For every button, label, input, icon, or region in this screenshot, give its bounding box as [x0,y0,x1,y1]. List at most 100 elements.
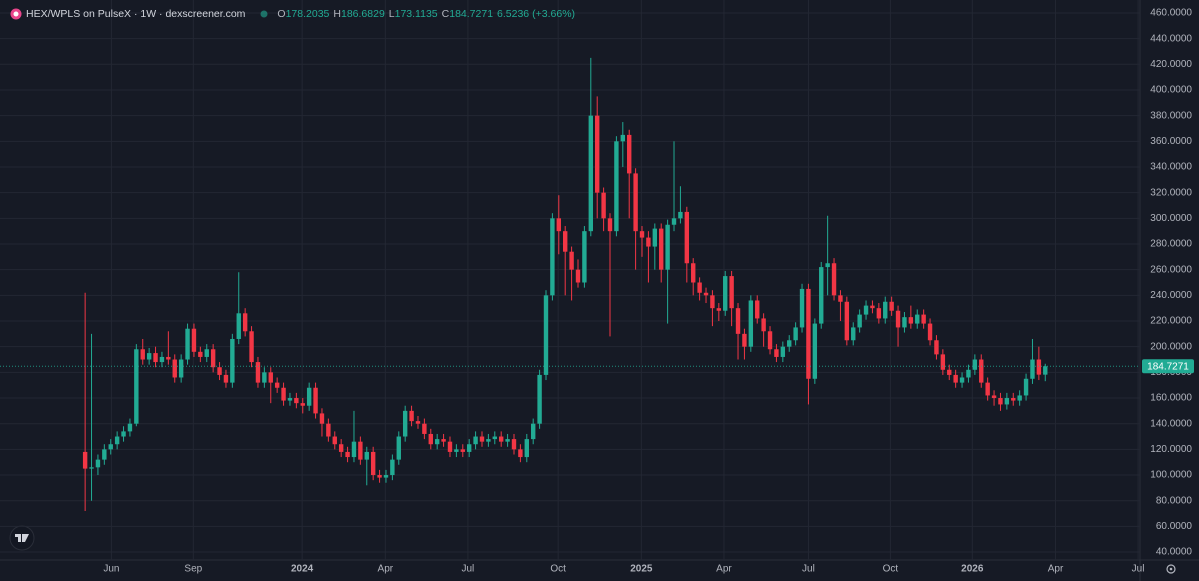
candle-body [255,362,261,383]
candle-body [947,369,952,375]
candle-body [434,439,440,445]
candle-body [204,349,209,357]
high-value: 186.6829 [340,8,385,20]
candle-body [95,459,101,468]
candle-body [338,444,344,452]
candle-body [627,134,632,174]
candle-body [230,338,235,383]
candle-body [415,421,421,424]
change-percent: (+3.66%) [532,8,576,20]
candle-body [1043,366,1048,375]
settings-icon[interactable] [1166,564,1176,574]
candle-body [588,115,594,232]
candle-body [620,134,626,142]
candle-body [652,228,658,247]
candle-body [262,372,267,383]
candle-body [1030,359,1035,379]
candle-body [345,451,350,458]
candle-body [966,369,971,378]
candle-body [390,459,395,476]
y-tick-label: 40.0000 [1156,547,1193,558]
x-tick-label: Apr [1048,564,1064,575]
candle-body [953,374,958,383]
candle-body [505,439,510,442]
candle-body [140,349,145,360]
candle-body [959,377,965,383]
candle-body [735,308,741,334]
tv-logo[interactable] [9,525,35,551]
candle-body [473,436,478,445]
candle-body [934,340,939,355]
candle-body [134,349,139,424]
candle-body [518,449,523,458]
candle-body [998,398,1003,405]
candle-body [358,441,363,460]
candle-body [716,308,722,311]
candle-body [1036,359,1042,375]
candle-body [422,423,427,434]
candle-body [562,231,568,252]
y-tick-label: 400.0000 [1150,85,1192,96]
x-tick-label: Jun [103,564,119,575]
candle-body [268,372,273,383]
candle-body [889,301,894,311]
candle-body [972,359,978,370]
candle-body [870,305,875,309]
y-tick-label: 260.0000 [1150,264,1192,275]
candle-body [294,398,299,404]
candle-body [659,228,664,270]
candle-body [787,340,792,347]
candle-body [466,444,472,452]
legend-header: HEX/WPLS on PulseX · 1W · dexscreener.co… [10,8,575,20]
gear-center [1169,567,1173,571]
candle-body [185,328,190,360]
y-tick-label: 420.0000 [1150,59,1192,70]
candle-body [383,475,389,478]
candle-body [684,211,690,264]
candle-body [985,382,990,396]
candle-body [569,251,574,270]
candle-body [902,317,907,328]
candle-body [89,467,94,469]
candle-body [402,410,408,437]
candle-body [191,328,197,352]
low-label: L [388,8,395,20]
pair-icon [10,8,22,20]
candle-body [915,314,920,324]
candle-body [703,292,709,296]
candle-body [287,398,293,401]
candle-body [454,449,459,452]
candle-body [313,387,318,414]
candle-body [748,300,754,347]
candle-body [761,318,766,332]
y-tick-label: 120.0000 [1150,444,1192,455]
candle-body [236,313,241,339]
candle-body [249,331,254,363]
candle-body [883,301,888,319]
candle-body [1017,395,1022,401]
candle-body [601,192,606,219]
candle-body [82,451,88,469]
candle-body [300,403,305,406]
candle-body [639,231,645,238]
gear[interactable] [1166,564,1176,574]
candle-body [242,313,248,332]
candle-body [844,301,850,341]
candle-body [671,218,677,225]
candle-body [524,439,529,458]
candle-body [486,439,491,442]
y-tick-label: 320.0000 [1150,187,1192,198]
x-tick-label: Apr [716,564,732,575]
candle-body [441,439,446,442]
candle-body [921,314,926,324]
y-tick-label: 380.0000 [1150,110,1192,121]
y-tick-label: 300.0000 [1150,213,1192,224]
candle-body [780,346,786,357]
candle-body [793,327,798,341]
candle-body [812,323,818,379]
y-tick-label: 220.0000 [1150,316,1192,327]
candle-body [281,387,286,401]
candle-body [364,451,369,460]
y-tick-label: 460.0000 [1150,8,1192,19]
candle-body [274,382,280,388]
